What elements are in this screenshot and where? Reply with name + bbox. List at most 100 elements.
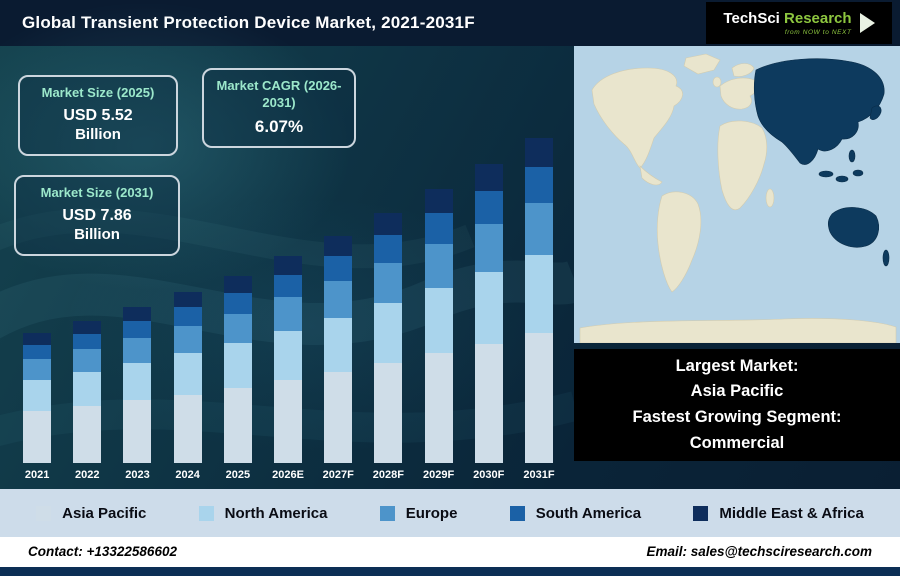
bar-segment [73,320,102,334]
bar-segment [23,411,52,463]
bar-segment [123,306,152,321]
x-axis-label: 2029F [422,469,455,481]
largest-market-label: Largest Market: [675,356,799,375]
bar-segment [73,405,102,463]
map-antarctica [579,318,897,343]
bar-segment [73,371,102,406]
bar-segment [324,317,353,373]
bar-column-2026E: 2026E [263,256,313,483]
bar-segment [123,362,152,401]
stacked-bar [274,256,303,463]
bar-column-2027F: 2027F [313,235,363,483]
bar-segment [23,333,52,345]
bar-segment [374,212,403,236]
stacked-bar [524,138,553,463]
legend-label: Middle East & Africa [719,504,864,522]
map-philippines [848,149,856,163]
stacked-bar [324,235,353,463]
chart-legend: Asia Pacific North America Europe South Ame… [0,489,900,537]
bar-segment [274,380,303,463]
bar-segment [374,235,403,263]
bar-segment [73,333,102,350]
legend-label: Asia Pacific [62,504,147,522]
bar-segment [123,337,152,363]
stacked-bar [73,320,102,463]
bar-column-2028F: 2028F [363,212,413,483]
bar-segment [524,167,553,204]
legend-swatch [693,505,709,521]
map-asia-highlighted [753,58,885,165]
bar-column-2021: 2021 [12,333,62,483]
bar-segment [374,302,403,363]
bar-segment [524,255,553,334]
bar-column-2029F: 2029F [414,188,464,483]
bar-segment [274,274,303,298]
map-central-america [639,165,663,186]
bar-segment [474,272,503,344]
x-axis-label: 2028F [372,469,404,481]
stacked-bar [374,212,403,463]
bar-segment [173,353,202,395]
bar-segment [474,164,503,192]
page-title: Global Transient Protection Device Marke… [22,13,475,32]
techsci-logo: TechSci Research from NOW to NEXT [706,2,892,44]
info-box-market-cagr: Market CAGR (2026-2031) 6.07% [202,68,356,149]
x-axis-label: 2022 [75,469,100,481]
bar-segment [23,344,52,360]
bar-segment [23,359,52,380]
map-australia-highlighted [827,207,879,248]
x-axis-label: 2031F [523,469,555,481]
x-axis-label: 2021 [24,469,50,481]
info-box-title: Market CAGR (2026-2031) [216,78,342,110]
contact-phone: Contact: +13322586602 [28,544,177,559]
legend-item: Europe [379,504,458,522]
x-axis-label: 2030F [473,469,505,481]
logo-brand-part2: Research [784,9,852,27]
bar-segment [474,343,503,463]
map-panel: Largest Market: Asia Pacific Fastest Gro… [572,46,900,489]
stacked-bar [424,188,453,463]
bar-segment [274,330,303,381]
map-indonesia [835,175,849,183]
bar-segment [23,379,52,411]
info-box-value: 6.07% [254,116,304,136]
world-map-image [574,46,900,343]
legend-label: Europe [405,504,458,522]
bar-segment [474,224,503,273]
bar-segment [524,333,553,463]
bar-segment [324,256,353,282]
bar-segment [324,235,353,257]
legend-label: North America [224,504,328,522]
map-south-america [656,191,702,293]
bar-segment [223,313,252,344]
world-map [574,46,900,343]
bar-segment [474,191,503,225]
info-box-title: Market Size (2031) [40,185,154,200]
bar-column-2023: 2023 [112,306,162,483]
bar-column-2022: 2022 [62,320,112,483]
bar-segment [73,349,102,372]
main-content: Market Size (2025) USD 5.52 Billion Mark… [0,0,900,489]
legend-item: Middle East & Africa [693,504,864,522]
bar-segment [173,291,202,308]
bar-segment [223,275,252,293]
bar-column-2024: 2024 [163,291,213,483]
chart-panel: Market Size (2025) USD 5.52 Billion Mark… [0,46,572,489]
legend-swatch [198,505,214,521]
map-africa [717,120,768,210]
bar-segment [424,213,453,244]
map-new-zealand [882,249,890,267]
stacked-bar-chart: 2021 2022 2023 2024 2025 2026E 2027F 2028F 2029F… [12,138,564,483]
bar-segment [274,297,303,331]
bar-segment [374,262,403,303]
fastest-segment-value: Commercial [689,433,785,452]
info-box-unit: Billion [74,225,120,243]
map-madagascar [765,188,775,208]
stacked-bar [223,275,252,463]
footer-bar: Contact: +13322586602 Email: sales@techs… [0,537,900,576]
info-box-unit: Billion [75,125,121,143]
legend-swatch [379,505,395,521]
map-scandinavia [731,63,755,77]
info-box-title: Market Size (2025) [41,85,155,100]
